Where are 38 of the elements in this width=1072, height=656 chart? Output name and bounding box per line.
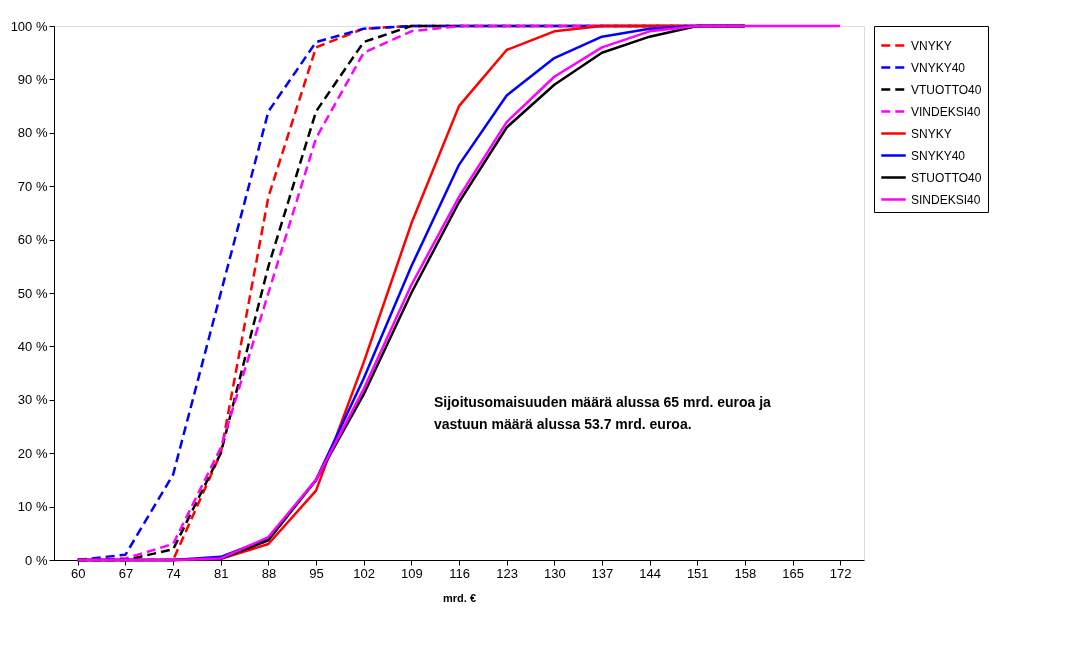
x-tick-label: 116 [449,565,470,581]
legend-label: STUOTTO40 [911,170,982,185]
x-tick-label: 74 [166,565,181,581]
annotation: Sijoitusomaisuuden määrä alussa 65 mrd. euroa ja vastuun määrä alussa 53.7 mrd. euroa. [434,394,772,432]
y-tick-label: 50 % [17,285,48,301]
x-tick-label: 67 [118,565,134,581]
legend-label: VINDEKSI40 [911,104,981,119]
legend-label: VNYKY [911,38,952,53]
x-tick-label: 130 [543,565,566,581]
y-tick-label: 40 % [17,338,48,354]
y-tick-label: 30 % [17,392,48,408]
legend-label: SNYKY [911,126,952,141]
legend-label: SNYKY40 [911,148,966,163]
legend-label: VNYKY40 [911,60,966,75]
x-tick-label: 109 [401,565,423,581]
x-tick-label: 60 [71,565,86,581]
x-tick-label: 88 [261,565,277,581]
y-tick-label: 10 % [17,499,48,515]
y-tick-label: 80 % [17,125,48,141]
legend-label: SINDEKSI40 [911,192,981,207]
y-tick-label: 0 % [25,552,48,568]
x-tick-label: 158 [734,565,757,581]
x-tick-label: 151 [686,565,709,581]
x-tick-label: 123 [496,565,518,581]
x-tick-label: 144 [639,565,661,581]
x-tick-label: 165 [782,565,804,581]
y-tick-label: 20 % [17,445,48,461]
x-tick-label: 102 [353,565,376,581]
x-tick-label: 81 [214,565,229,581]
y-tick-label: 70 % [17,178,48,194]
y-tick-label: 90 % [17,71,48,87]
legend-label: VTUOTTO40 [911,82,982,97]
x-tick-label: 95 [309,565,324,581]
x-tick-label: 137 [591,565,614,581]
y-tick-label: 100 % [10,18,48,34]
x-axis-title: mrd. € [442,591,477,604]
x-tick-label: 172 [829,565,852,581]
y-tick-label: 60 % [17,232,48,248]
